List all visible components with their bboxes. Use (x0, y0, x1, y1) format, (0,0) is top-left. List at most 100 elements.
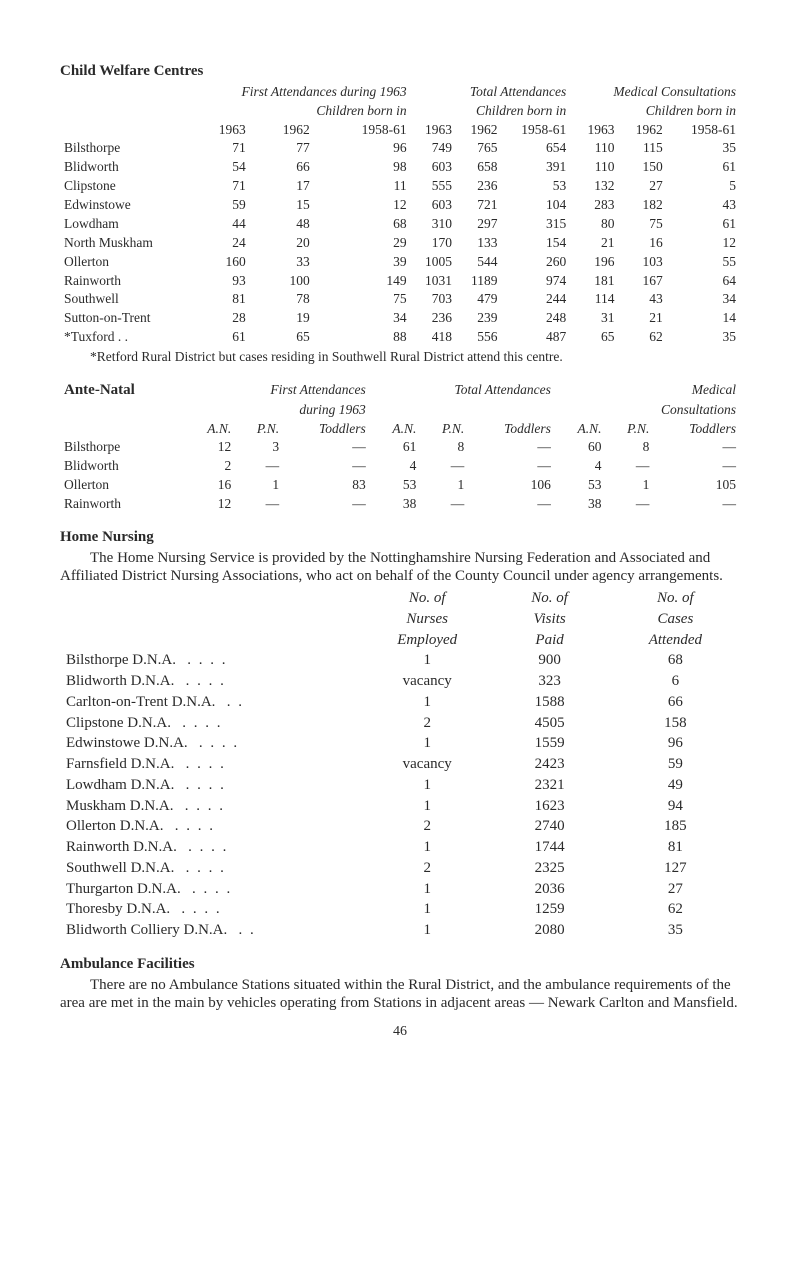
home-nursing-table: No. of No. of No. of Nurses Visits Cases… (60, 588, 740, 941)
year-cell: 1963 (570, 121, 618, 140)
table-row: Clipstone71171155523653132275 (60, 177, 740, 196)
ante-col-row: A.N. P.N. Toddlers A.N. P.N. Toddlers A.… (60, 420, 740, 439)
table-row: Ollerton1603339100554426019610355 (60, 253, 740, 272)
data-cell: 66 (611, 692, 740, 713)
data-cell: 12 (314, 196, 411, 215)
data-cell: 1 (366, 733, 488, 754)
data-cell: 35 (611, 920, 740, 941)
ante-group-1b: during 1963 (185, 401, 370, 420)
data-cell: — (235, 457, 283, 476)
subhead-3: Children born in (570, 102, 740, 121)
row-label: Ollerton (60, 476, 185, 495)
data-cell: 182 (619, 196, 667, 215)
data-cell: 260 (501, 253, 570, 272)
data-cell: 721 (456, 196, 501, 215)
data-cell: 703 (411, 290, 456, 309)
data-cell: 8 (605, 438, 653, 457)
table-row: Lowdham D.N.A. . . . .1232149 (60, 775, 740, 796)
row-label: Edwinstowe D.N.A. . . . . (60, 733, 366, 754)
data-cell: 1 (605, 476, 653, 495)
data-cell: 2036 (488, 879, 610, 900)
data-cell: 236 (456, 177, 501, 196)
row-label: *Tuxford . . (60, 328, 186, 347)
data-cell: 487 (501, 328, 570, 347)
data-cell: 1 (366, 899, 488, 920)
data-cell: 81 (611, 837, 740, 858)
subhead-1: Children born in (186, 102, 411, 121)
data-cell: 544 (456, 253, 501, 272)
data-cell: 283 (570, 196, 618, 215)
data-cell: — (468, 457, 555, 476)
data-cell: 48 (250, 215, 314, 234)
data-cell: 167 (619, 272, 667, 291)
data-cell: 34 (667, 290, 740, 309)
data-cell: 132 (570, 177, 618, 196)
ante-col: A.N. (370, 420, 421, 439)
table-row: North Muskham242029170133154211612 (60, 234, 740, 253)
ante-group-1a: First Attendances (185, 380, 370, 401)
row-label: Blidworth Colliery D.N.A. . . (60, 920, 366, 941)
year-cell: 1963 (411, 121, 456, 140)
data-cell: 2325 (488, 858, 610, 879)
data-cell: 59 (611, 754, 740, 775)
data-cell: 127 (611, 858, 740, 879)
section-heading-child-welfare: Child Welfare Centres (60, 62, 740, 81)
data-cell: 20 (250, 234, 314, 253)
data-cell: 62 (611, 899, 740, 920)
data-cell: 38 (555, 495, 606, 514)
data-cell: 4 (555, 457, 606, 476)
data-cell: 68 (611, 650, 740, 671)
data-cell: 1 (366, 775, 488, 796)
table-row: Rainworth931001491031118997418116764 (60, 272, 740, 291)
data-cell: 43 (667, 196, 740, 215)
data-cell: 556 (456, 328, 501, 347)
ante-col: P.N. (235, 420, 283, 439)
row-label: Bilsthorpe (60, 438, 185, 457)
data-cell: 185 (611, 816, 740, 837)
data-cell: 64 (667, 272, 740, 291)
subhead-2: Children born in (411, 102, 571, 121)
table-row: Rainworth12——38——38—— (60, 495, 740, 514)
hn-hdr: No. of (488, 588, 610, 609)
data-cell: 391 (501, 158, 570, 177)
group-head-2: Total Attendances (411, 83, 571, 102)
data-cell: 114 (570, 290, 618, 309)
hn-hdr: Employed (366, 630, 488, 651)
data-cell: 196 (570, 253, 618, 272)
data-cell: 2740 (488, 816, 610, 837)
data-cell: 35 (667, 139, 740, 158)
data-cell: 24 (186, 234, 250, 253)
data-cell: 160 (186, 253, 250, 272)
data-cell: 61 (370, 438, 421, 457)
table-row: Southwell8178757034792441144334 (60, 290, 740, 309)
data-cell: 55 (667, 253, 740, 272)
row-label: Blidworth D.N.A. . . . . (60, 671, 366, 692)
data-cell: 68 (314, 215, 411, 234)
table-row: Bilsthorpe123—618—608— (60, 438, 740, 457)
page-number: 46 (60, 1023, 740, 1041)
data-cell: 31 (570, 309, 618, 328)
data-cell: 4 (370, 457, 421, 476)
hn-hdr: No. of (366, 588, 488, 609)
data-cell: 236 (411, 309, 456, 328)
year-cell: 1958-61 (501, 121, 570, 140)
data-cell: 65 (250, 328, 314, 347)
table-row: Lowdham444868310297315807561 (60, 215, 740, 234)
data-cell: 28 (186, 309, 250, 328)
data-cell: 53 (501, 177, 570, 196)
data-cell: — (653, 495, 740, 514)
data-cell: 133 (456, 234, 501, 253)
ante-natal-table: Ante-Natal First Attendances Total Atten… (60, 380, 740, 514)
row-label: Bilsthorpe D.N.A. . . . . (60, 650, 366, 671)
data-cell: 61 (667, 158, 740, 177)
data-cell: — (653, 438, 740, 457)
data-cell: 239 (456, 309, 501, 328)
data-cell: 1 (366, 796, 488, 817)
data-cell: — (283, 495, 370, 514)
data-cell: 149 (314, 272, 411, 291)
data-cell: 1 (366, 650, 488, 671)
data-cell: 60 (555, 438, 606, 457)
group-head-3: Medical Consultations (570, 83, 740, 102)
section-heading-ante-natal: Ante-Natal (60, 380, 185, 401)
data-cell: — (468, 438, 555, 457)
